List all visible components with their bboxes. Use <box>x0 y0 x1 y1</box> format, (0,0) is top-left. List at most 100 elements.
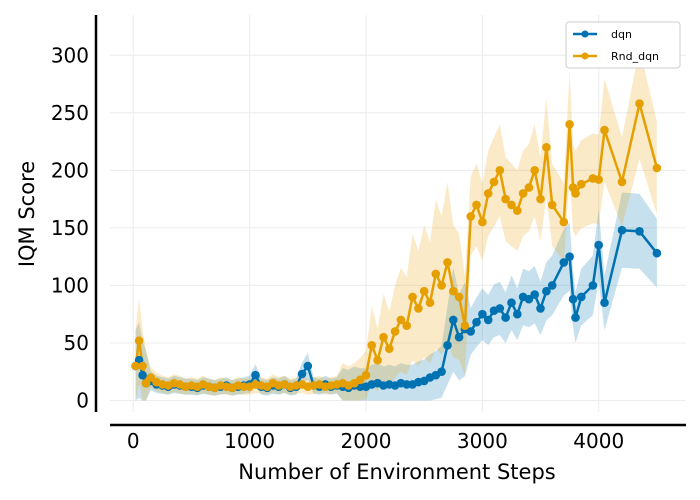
point-dqn-83 <box>635 227 644 236</box>
point-rnd-dqn-3 <box>141 378 151 388</box>
legend-label-dqn: dqn <box>611 28 632 41</box>
point-rnd-dqn-59 <box>466 212 476 221</box>
point-rnd-dqn-82 <box>617 177 627 187</box>
x-tick-label-3: 3000 <box>457 429 508 453</box>
point-rnd-dqn-61 <box>478 217 487 227</box>
y-tick-label-5: 250 <box>51 101 89 125</box>
x-tick-label-1: 1000 <box>224 429 275 453</box>
point-rnd-dqn-40 <box>355 375 365 385</box>
point-dqn-84 <box>652 248 662 258</box>
legend-marker-dqn <box>581 30 589 38</box>
point-dqn-82 <box>617 225 627 235</box>
point-rnd-dqn-80 <box>594 175 603 184</box>
point-rnd-dqn-74 <box>559 217 569 227</box>
point-dqn-74 <box>559 258 569 267</box>
grid-lines <box>110 15 686 412</box>
x-tick-label-4: 4000 <box>573 429 624 453</box>
point-rnd-dqn-75 <box>565 120 574 129</box>
point-rnd-dqn-48 <box>402 321 412 331</box>
y-tick-label-1: 50 <box>64 331 89 355</box>
point-dqn-66 <box>507 298 516 308</box>
y-tick-labels: 0 50 100 150 200 250 300 <box>51 43 89 412</box>
confidence-bands <box>135 48 657 401</box>
point-rnd-dqn-52 <box>425 298 435 308</box>
point-rnd-dqn-53 <box>431 269 441 279</box>
point-dqn-77 <box>571 313 580 322</box>
point-rnd-dqn-84 <box>652 163 662 173</box>
point-rnd-dqn-65 <box>501 194 510 204</box>
x-tick-label-0: 0 <box>127 429 140 453</box>
point-rnd-dqn-47 <box>396 315 406 325</box>
series-points <box>131 99 662 393</box>
point-dqn-55 <box>443 341 452 350</box>
x-tick-label-2: 2000 <box>341 429 392 453</box>
point-rnd-dqn-67 <box>513 206 522 215</box>
point-rnd-dqn-54 <box>437 281 446 290</box>
point-rnd-dqn-62 <box>483 189 493 198</box>
x-tick-labels: 0 1000 2000 3000 4000 <box>127 429 624 453</box>
point-dqn-64 <box>495 304 505 313</box>
point-rnd-dqn-64 <box>495 166 505 175</box>
y-tick-label-3: 150 <box>51 216 89 240</box>
point-rnd-dqn-58 <box>460 321 470 331</box>
point-rnd-dqn-83 <box>635 99 644 108</box>
point-rnd-dqn-51 <box>419 286 429 296</box>
legend-label-rnd-dqn: Rnd_dqn <box>611 50 659 63</box>
point-rnd-dqn-1 <box>134 336 144 346</box>
point-rnd-dqn-42 <box>367 341 377 350</box>
point-rnd-dqn-49 <box>408 292 417 302</box>
point-rnd-dqn-78 <box>577 179 586 189</box>
band-rnd-dqn <box>135 48 657 401</box>
point-dqn-73 <box>547 281 557 290</box>
point-rnd-dqn-70 <box>530 166 539 175</box>
legend: dqn Rnd_dqn <box>565 21 681 69</box>
point-dqn-31 <box>303 361 313 371</box>
point-dqn-75 <box>565 252 574 261</box>
point-dqn-30 <box>297 369 307 379</box>
point-dqn-22 <box>251 370 260 380</box>
point-rnd-dqn-44 <box>379 332 388 342</box>
point-dqn-59 <box>466 327 476 336</box>
point-rnd-dqn-56 <box>449 286 458 296</box>
point-dqn-79 <box>588 281 598 290</box>
point-dqn-78 <box>577 292 586 302</box>
point-rnd-dqn-0 <box>131 361 140 371</box>
point-dqn-71 <box>536 304 545 313</box>
point-rnd-dqn-43 <box>373 355 382 365</box>
point-rnd-dqn-4 <box>146 373 155 382</box>
point-dqn-2 <box>138 370 147 380</box>
point-dqn-81 <box>600 298 609 308</box>
y-tick-label-0: 0 <box>76 388 89 412</box>
x-axis-title: Number of Environment Steps <box>238 460 555 484</box>
point-dqn-69 <box>524 294 534 304</box>
point-rnd-dqn-46 <box>390 327 400 336</box>
point-dqn-54 <box>437 367 446 377</box>
point-rnd-dqn-57 <box>454 292 464 302</box>
legend-marker-rnd-dqn <box>581 52 589 60</box>
point-rnd-dqn-60 <box>472 200 481 210</box>
point-dqn-72 <box>542 286 551 296</box>
point-dqn-76 <box>568 294 578 304</box>
point-rnd-dqn-71 <box>536 194 545 204</box>
y-tick-label-4: 200 <box>51 158 89 182</box>
point-dqn-57 <box>454 332 464 342</box>
point-rnd-dqn-66 <box>507 200 516 210</box>
point-dqn-56 <box>449 315 458 325</box>
band-dqn <box>135 192 657 401</box>
point-rnd-dqn-73 <box>547 200 557 210</box>
point-rnd-dqn-45 <box>385 344 394 354</box>
y-tick-label-6: 300 <box>51 43 89 67</box>
point-rnd-dqn-81 <box>600 125 609 135</box>
point-dqn-60 <box>472 317 481 327</box>
point-rnd-dqn-68 <box>518 189 528 198</box>
point-rnd-dqn-72 <box>542 143 551 152</box>
point-dqn-65 <box>501 313 510 322</box>
point-rnd-dqn-41 <box>361 370 371 380</box>
y-tick-label-2: 100 <box>51 273 89 297</box>
point-rnd-dqn-2 <box>138 361 147 371</box>
point-dqn-80 <box>594 240 603 250</box>
point-dqn-62 <box>483 315 493 325</box>
point-rnd-dqn-69 <box>524 183 534 192</box>
point-rnd-dqn-77 <box>571 189 580 198</box>
